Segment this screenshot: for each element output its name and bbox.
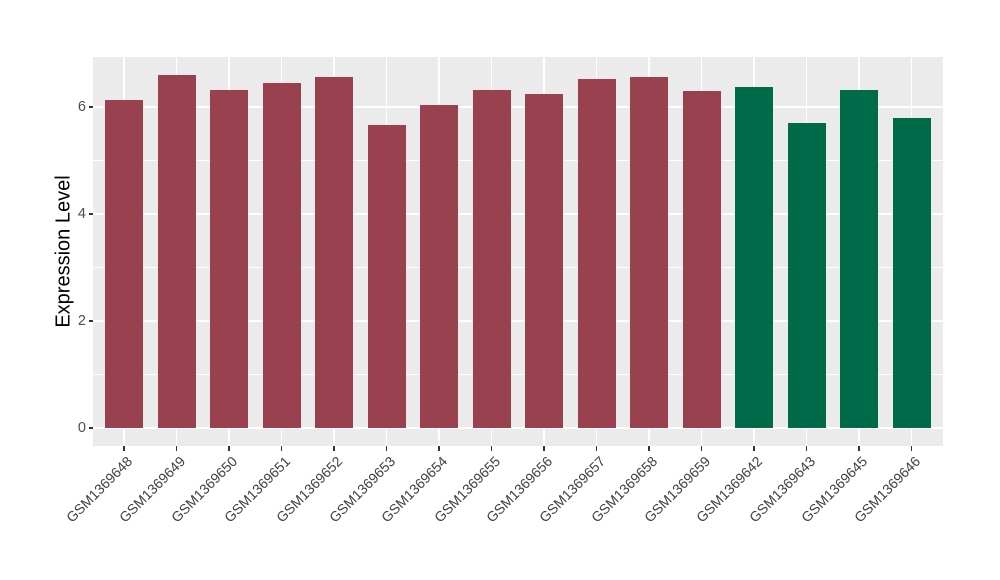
gridline-major-horizontal <box>93 106 943 108</box>
x-axis-tick-label: GSM1369654 <box>377 453 451 526</box>
x-axis-tick-label: GSM1369649 <box>115 453 188 526</box>
y-axis-tick-mark <box>88 213 93 215</box>
x-axis-tick-mark <box>648 446 650 451</box>
x-axis-tick-mark <box>805 446 808 451</box>
x-axis-tick-label: GSM1369657 <box>535 453 608 526</box>
x-axis-tick-mark <box>123 446 125 451</box>
x-axis-tick-label: GSM1369648 <box>62 453 136 526</box>
x-axis-tick-label: GSM1369646 <box>850 453 923 526</box>
x-axis-tick-label: GSM1369655 <box>430 453 503 526</box>
x-axis-tick-label: GSM1369656 <box>482 453 556 526</box>
x-axis-tick-label: GSM1369651 <box>220 453 293 526</box>
x-axis-tick-mark <box>175 446 178 451</box>
bar <box>210 89 248 428</box>
x-axis-tick-mark <box>228 446 230 451</box>
bar <box>105 100 143 428</box>
gridline-minor-horizontal <box>93 374 943 375</box>
bar <box>472 89 511 428</box>
bar <box>682 91 721 428</box>
x-axis-tick-label: GSM1369652 <box>272 453 346 526</box>
y-axis-tick-label: 4 <box>77 206 86 222</box>
x-axis-tick-mark <box>858 446 860 451</box>
y-axis-tick-mark <box>88 320 93 322</box>
bar <box>630 76 668 428</box>
x-axis-tick-mark <box>595 446 598 451</box>
bar <box>315 76 353 428</box>
y-axis-tick-label: 0 <box>77 420 86 436</box>
bar <box>262 83 301 428</box>
bar <box>787 123 826 428</box>
x-axis-tick-mark <box>910 446 913 451</box>
bar <box>577 79 616 428</box>
x-axis-tick-mark <box>543 446 545 451</box>
x-axis-tick-label: GSM1369650 <box>167 453 241 526</box>
x-axis-tick-mark <box>700 446 703 451</box>
gridline-major-horizontal <box>93 213 943 215</box>
bar <box>367 124 406 428</box>
x-axis-tick-mark <box>280 446 283 451</box>
x-axis-tick-label: GSM1369653 <box>325 453 398 526</box>
y-axis-tick-label: 2 <box>77 313 86 329</box>
x-axis-tick-label: GSM1369645 <box>797 453 871 526</box>
bar <box>840 89 878 428</box>
gridline-minor-horizontal <box>93 267 943 268</box>
x-axis-tick-label: GSM1369659 <box>640 453 713 526</box>
x-axis-tick-label: GSM1369643 <box>745 453 818 526</box>
y-axis-tick-mark <box>88 106 93 108</box>
bar <box>157 74 196 428</box>
x-axis-tick-mark <box>490 446 493 451</box>
bar <box>420 104 458 428</box>
bar <box>892 117 931 428</box>
bar <box>735 87 773 428</box>
bar <box>525 93 563 428</box>
x-axis-tick-mark <box>753 446 755 451</box>
x-axis-tick-mark <box>438 446 440 451</box>
gridline-major-horizontal <box>93 427 943 429</box>
x-axis-tick-label: GSM1369658 <box>587 453 661 526</box>
x-axis-tick-mark <box>385 446 388 451</box>
gridline-minor-horizontal <box>93 160 943 161</box>
x-axis-tick-mark <box>333 446 335 451</box>
gridline-major-horizontal <box>93 320 943 322</box>
plot-panel <box>93 57 943 446</box>
y-axis-tick-label: 6 <box>77 99 86 115</box>
x-axis-tick-label: GSM1369642 <box>692 453 766 526</box>
y-axis-tick-mark <box>88 427 93 429</box>
